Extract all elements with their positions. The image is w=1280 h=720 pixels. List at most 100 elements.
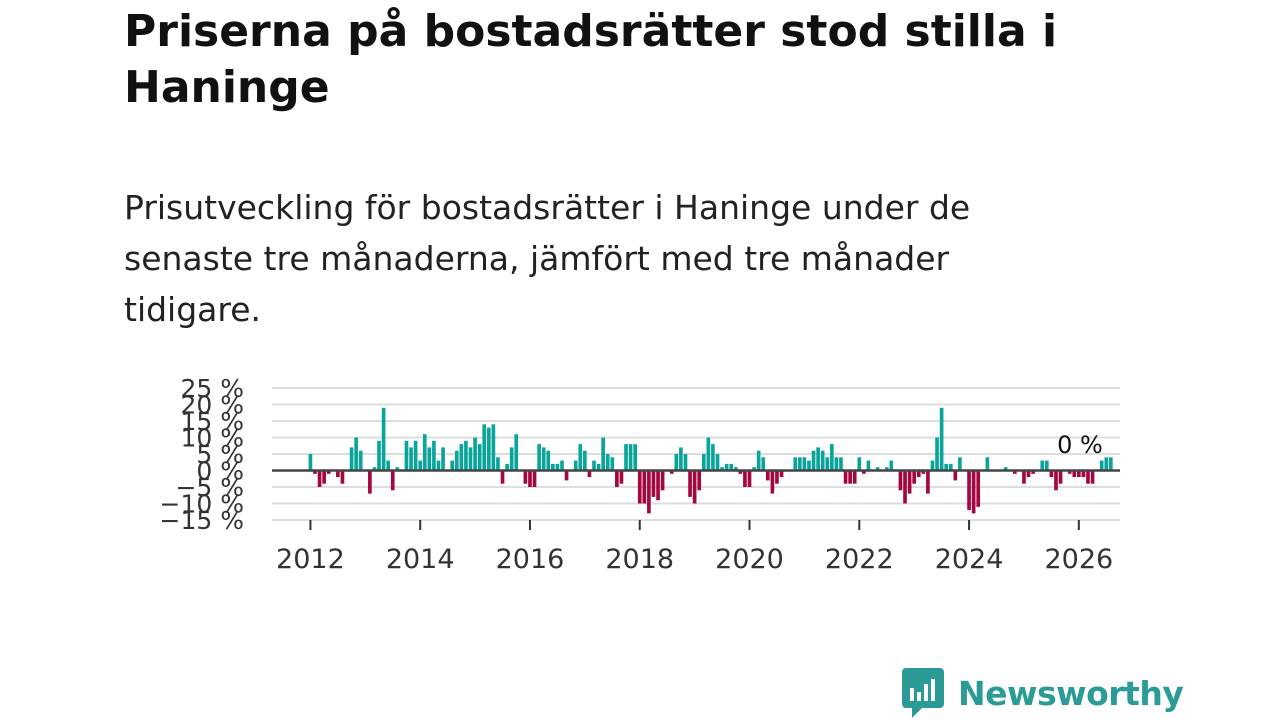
newsworthy-logo: Newsworthy [902,668,1184,718]
bar-positive [798,457,802,471]
bar-negative [313,470,317,474]
bar-positive [473,437,477,471]
bar-positive [308,454,313,471]
bar-negative [528,470,532,487]
bar-positive [729,463,734,471]
bar-positive [793,457,798,471]
bar-negative [651,470,656,497]
bar-positive [1040,460,1045,471]
bar-positive [715,454,720,471]
bar-positive [761,457,766,471]
bar-negative [619,470,624,484]
bar-positive [464,440,468,471]
latest-value-annotation: 0 % [1057,431,1103,459]
bar-positive [468,447,473,471]
bar-negative [642,470,647,504]
bar-positive [683,454,688,471]
bar-positive [624,444,628,471]
bar-negative [921,470,926,474]
bar-positive [358,450,363,471]
y-tick-label: −10 % [160,490,244,519]
bar-negative [692,470,697,504]
bar-negative [336,470,340,478]
bar-positive [825,457,830,471]
bar-negative [647,470,651,514]
bar-negative [848,470,852,484]
bar-negative [564,470,569,481]
bar-positive [1099,460,1104,471]
bar-positive [491,424,496,471]
bar-positive [601,437,605,471]
bar-positive [377,440,381,471]
bar-positive [596,463,601,471]
bar-positive [386,460,391,471]
bar-positive [413,440,418,471]
bar-negative [738,470,743,474]
bar-negative [926,470,930,494]
bar-positive [628,444,633,471]
bar-negative [1022,470,1026,484]
y-tick-label: −5 % [175,473,244,502]
bar-negative [368,470,372,494]
bar-positive [1104,457,1109,471]
bar-negative [843,470,848,484]
bar-negative [1077,470,1081,478]
bar-positive [935,437,939,471]
bar-negative [587,470,592,478]
bar-negative [1067,470,1072,474]
x-tick-label: 2018 [605,544,674,575]
bar-positive [505,463,509,471]
bar-positive [537,444,541,471]
bar-positive [875,467,880,471]
bar-positive [889,460,894,471]
bar-positive [605,454,610,471]
newsworthy-logo-text: Newsworthy [958,673,1184,713]
bar-negative [1026,470,1031,478]
bar-positive [985,457,990,471]
bar-negative [1058,470,1063,484]
y-tick-label: 5 % [196,440,244,469]
bar-positive [1109,457,1113,471]
y-tick-label: −15 % [160,506,244,535]
bar-positive [541,447,546,471]
bar-negative [1054,470,1058,491]
bar-negative [688,470,692,497]
bar-negative [326,470,331,474]
bar-positive [578,444,583,471]
bar-positive [555,463,560,471]
bar-positive [706,437,711,471]
bar-negative [669,470,674,474]
x-tick-label: 2014 [386,544,455,575]
bar-positive [450,460,455,471]
bar-negative [390,470,395,491]
bar-negative [898,470,903,491]
bar-negative [1090,470,1095,484]
bar-positive [811,450,816,471]
bar-negative [637,470,642,504]
x-tick-label: 2024 [935,544,1004,575]
y-tick-label: 20 % [180,391,244,420]
bar-positive [551,463,555,471]
bar-positive [944,463,949,471]
chart-subtitle: Prisutveckling för bostadsrätter i Hanin… [124,188,971,329]
y-tick-label: 15 % [180,407,244,436]
bar-positive [482,424,487,471]
bar-positive [546,450,551,471]
bar-negative [779,470,784,478]
newsworthy-logo-icon [902,668,944,718]
bar-positive [514,434,519,471]
x-tick-label: 2026 [1044,544,1113,575]
bar-positive [834,457,839,471]
bar-negative [747,470,752,487]
bar-negative [1072,470,1077,478]
bar-positive [830,444,834,471]
bar-positive [404,440,409,471]
bar-negative [903,470,907,504]
x-tick-label: 2016 [496,544,565,575]
bar-positive [948,463,953,471]
bar-positive [958,457,962,471]
bar-positive [720,467,724,471]
bar-negative [976,470,981,507]
bar-negative [660,470,665,491]
